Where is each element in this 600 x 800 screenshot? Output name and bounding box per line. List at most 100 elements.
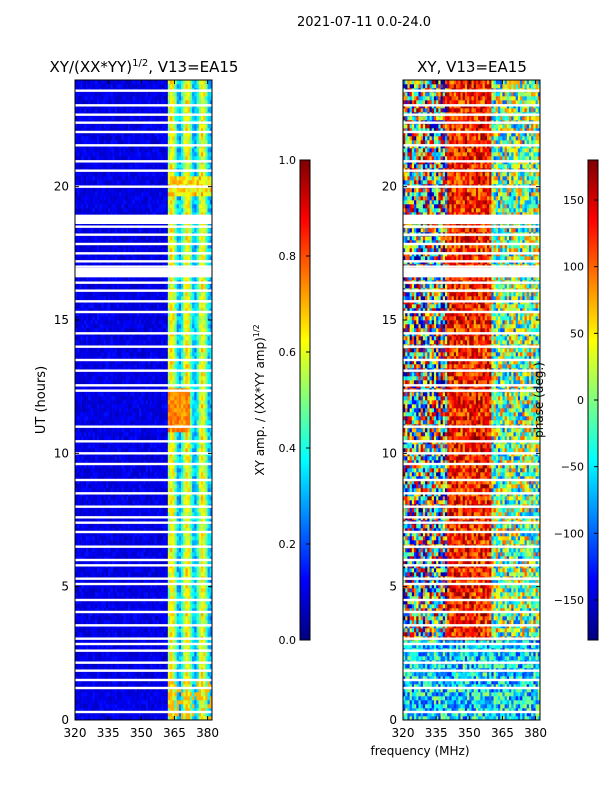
heatmap-cell bbox=[198, 628, 202, 633]
heatmap-cell bbox=[139, 664, 142, 669]
heatmap-cell bbox=[183, 528, 186, 533]
heatmap-cell bbox=[134, 528, 138, 533]
heatmap-cell bbox=[81, 416, 85, 421]
heatmap-cell bbox=[170, 468, 173, 473]
heatmap-cell bbox=[187, 572, 191, 577]
heatmap-cell bbox=[92, 716, 96, 720]
heatmap-cell bbox=[205, 584, 208, 589]
heatmap-cell bbox=[187, 640, 191, 645]
heatmap-cell bbox=[123, 604, 127, 609]
heatmap-cell bbox=[92, 500, 96, 505]
heatmap-cell bbox=[128, 664, 131, 669]
heatmap-cell bbox=[163, 700, 166, 705]
heatmap-cell bbox=[154, 408, 158, 413]
heatmap-cell bbox=[154, 688, 158, 693]
heatmap-cell bbox=[209, 448, 212, 453]
heatmap-cell bbox=[81, 528, 85, 533]
heatmap-cell bbox=[198, 560, 202, 565]
heatmap-cell bbox=[94, 640, 98, 645]
heatmap-cell bbox=[139, 436, 142, 441]
heatmap-cell bbox=[185, 524, 188, 529]
heatmap-cell bbox=[203, 412, 206, 417]
heatmap-cell bbox=[112, 556, 116, 561]
heatmap-cell bbox=[200, 416, 204, 421]
heatmap-cell bbox=[108, 464, 111, 469]
heatmap-cell bbox=[189, 568, 193, 573]
heatmap-cell bbox=[101, 436, 105, 441]
heatmap-cell bbox=[83, 708, 87, 713]
heatmap-cell bbox=[207, 608, 211, 613]
heatmap-cell bbox=[130, 680, 133, 685]
heatmap-cell bbox=[209, 556, 212, 561]
heatmap-cell bbox=[192, 600, 195, 605]
heatmap-cell bbox=[103, 484, 107, 489]
heatmap-cell bbox=[119, 588, 122, 593]
heatmap-cell bbox=[207, 700, 211, 705]
heatmap-cell bbox=[203, 496, 206, 501]
heatmap-cell bbox=[77, 532, 80, 537]
heatmap-cell bbox=[79, 612, 82, 617]
heatmap-cell bbox=[90, 480, 93, 485]
heatmap-cell bbox=[167, 536, 171, 541]
heatmap-cell bbox=[103, 524, 107, 529]
heatmap-cell bbox=[92, 480, 96, 485]
heatmap-cell bbox=[158, 412, 162, 417]
heatmap-cell bbox=[108, 560, 111, 565]
heatmap-cell bbox=[176, 552, 180, 557]
heatmap-cell bbox=[145, 472, 149, 477]
heatmap-cell bbox=[139, 588, 142, 593]
heatmap-cell bbox=[119, 584, 122, 589]
heatmap-cell bbox=[94, 680, 98, 685]
heatmap-cell bbox=[181, 560, 184, 565]
heatmap-cell bbox=[203, 592, 206, 597]
heatmap-cell bbox=[75, 588, 78, 593]
heatmap-cell bbox=[81, 400, 85, 405]
heatmap-cell bbox=[161, 656, 164, 661]
heatmap-cell bbox=[163, 456, 166, 461]
heatmap-cell bbox=[116, 412, 120, 417]
heatmap-cell bbox=[172, 460, 175, 465]
heatmap-cell bbox=[92, 524, 96, 529]
heatmap-cell bbox=[158, 432, 162, 437]
heatmap-cell bbox=[99, 552, 102, 557]
heatmap-cell bbox=[112, 528, 116, 533]
heatmap-cell bbox=[121, 556, 124, 561]
heatmap-cell bbox=[97, 488, 100, 493]
heatmap-cell bbox=[110, 708, 113, 713]
heatmap-cell bbox=[116, 528, 120, 533]
heatmap-cell bbox=[123, 428, 127, 433]
heatmap-cell bbox=[125, 712, 129, 717]
heatmap-cell bbox=[200, 572, 204, 577]
heatmap-cell bbox=[194, 672, 197, 677]
heatmap-cell bbox=[200, 588, 204, 593]
heatmap-cell bbox=[176, 652, 180, 657]
heatmap-cell bbox=[105, 640, 109, 645]
heatmap-cell bbox=[75, 616, 78, 621]
heatmap-cell bbox=[207, 548, 211, 553]
heatmap-cell bbox=[192, 700, 195, 705]
heatmap-cell bbox=[200, 608, 204, 613]
heatmap-cell bbox=[178, 468, 182, 473]
heatmap-cell bbox=[94, 552, 98, 557]
heatmap-cell bbox=[75, 652, 78, 657]
heatmap-cell bbox=[174, 524, 177, 529]
heatmap-cell bbox=[181, 432, 184, 437]
heatmap-cell bbox=[205, 680, 208, 685]
heatmap-cell bbox=[154, 716, 158, 720]
heatmap-cell bbox=[132, 688, 135, 693]
heatmap-cell bbox=[192, 404, 195, 409]
heatmap-cell bbox=[152, 500, 155, 505]
heatmap-cell bbox=[136, 408, 140, 413]
heatmap-cell bbox=[105, 672, 109, 677]
heatmap-cell bbox=[161, 680, 164, 685]
heatmap-cell bbox=[200, 712, 204, 717]
heatmap-cell bbox=[94, 688, 98, 693]
heatmap-cell bbox=[174, 628, 177, 633]
heatmap-cell bbox=[119, 460, 122, 465]
heatmap-cell bbox=[170, 412, 173, 417]
heatmap-cell bbox=[81, 568, 85, 573]
heatmap-cell bbox=[77, 712, 80, 717]
heatmap-cell bbox=[103, 432, 107, 437]
heatmap-cell bbox=[110, 428, 113, 433]
heatmap-cell bbox=[207, 508, 211, 513]
